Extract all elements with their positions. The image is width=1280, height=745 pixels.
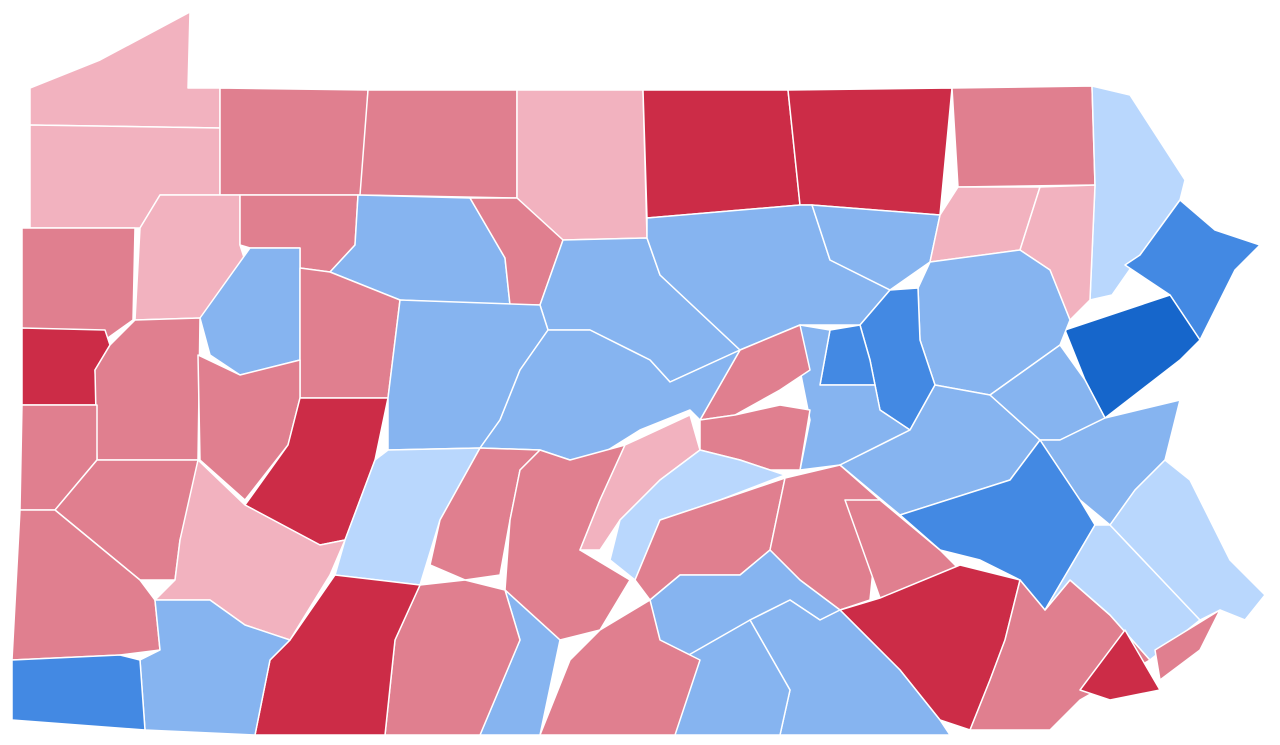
county bbox=[539, 599, 701, 736]
county bbox=[94, 317, 201, 461]
counties bbox=[11, 11, 1266, 736]
county bbox=[1109, 459, 1266, 621]
county bbox=[642, 89, 801, 219]
county bbox=[359, 89, 518, 199]
county bbox=[219, 87, 369, 196]
county bbox=[1154, 609, 1221, 681]
county bbox=[504, 444, 631, 641]
county bbox=[1079, 629, 1161, 701]
county bbox=[1124, 199, 1261, 341]
county bbox=[21, 227, 136, 341]
county bbox=[844, 499, 961, 599]
county bbox=[29, 11, 221, 129]
county bbox=[11, 654, 146, 731]
county bbox=[334, 447, 481, 586]
county bbox=[951, 85, 1096, 188]
county bbox=[811, 204, 941, 291]
county bbox=[479, 329, 741, 461]
county bbox=[787, 87, 953, 216]
